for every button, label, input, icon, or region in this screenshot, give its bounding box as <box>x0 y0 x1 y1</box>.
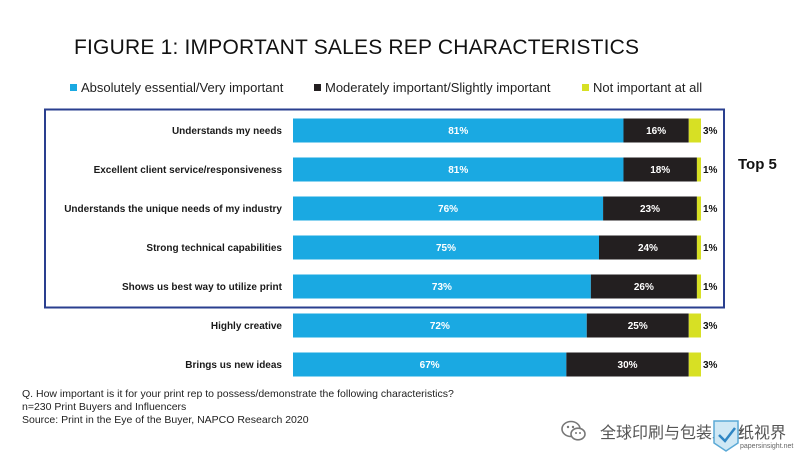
bar-moderate-6 <box>566 352 689 377</box>
bar-moderate-1 <box>623 157 697 182</box>
bar-not-important-0 <box>688 118 701 143</box>
value-label-essential-3: 75% <box>436 243 456 254</box>
category-label-4: Shows us best way to utilize print <box>122 282 283 293</box>
category-label-0: Understands my needs <box>172 126 282 137</box>
bar-not-important-2 <box>696 196 701 221</box>
legend-label-essential: Absolutely essential/Very important <box>81 80 284 95</box>
footer-sample: n=230 Print Buyers and Influencers <box>22 401 187 413</box>
bar-not-important-4 <box>696 274 701 299</box>
value-label-not-important-3: 1% <box>703 243 718 254</box>
bar-moderate-4 <box>590 274 697 299</box>
value-label-moderate-5: 25% <box>628 321 648 332</box>
category-label-2: Understands the unique needs of my indus… <box>64 204 282 215</box>
paper-insight-logo-icon <box>713 420 739 452</box>
value-label-moderate-4: 26% <box>634 282 654 293</box>
bar-not-important-5 <box>688 313 701 338</box>
value-label-essential-1: 81% <box>448 165 468 176</box>
category-label-5: Highly creative <box>211 321 283 332</box>
value-label-not-important-4: 1% <box>703 282 718 293</box>
value-label-moderate-2: 23% <box>640 204 660 215</box>
bar-essential-5 <box>293 313 587 338</box>
bar-moderate-5 <box>586 313 689 338</box>
chart-footer: Q. How important is it for your print re… <box>22 388 454 427</box>
value-label-essential-6: 67% <box>420 360 440 371</box>
value-label-essential-4: 73% <box>432 282 452 293</box>
legend-item-moderate: Moderately important/Slightly important <box>314 80 550 95</box>
value-label-essential-0: 81% <box>448 126 468 137</box>
legend-swatch-moderate <box>314 84 321 92</box>
category-label-6: Brings us new ideas <box>185 360 282 371</box>
bar-not-important-1 <box>696 157 701 182</box>
value-label-moderate-3: 24% <box>638 243 658 254</box>
legend-item-not-important: Not important at all <box>582 80 702 95</box>
value-label-moderate-1: 18% <box>650 165 670 176</box>
bar-essential-4 <box>293 274 591 299</box>
bar-moderate-3 <box>599 235 697 260</box>
legend-label-moderate: Moderately important/Slightly important <box>325 80 551 95</box>
bar-essential-0 <box>293 118 624 143</box>
bar-essential-1 <box>293 157 624 182</box>
watermark-account: 全球印刷与包装工业 <box>600 423 745 442</box>
bar-moderate-0 <box>623 118 689 143</box>
bar-essential-6 <box>293 352 567 377</box>
bar-not-important-6 <box>688 352 701 377</box>
chart-title: FIGURE 1: IMPORTANT SALES REP CHARACTERI… <box>74 36 640 59</box>
wechat-icon <box>561 420 586 441</box>
bar-moderate-2 <box>603 196 697 221</box>
bars-group: Understands my needs 81% 16% 3% Excellent cl… <box>64 118 718 377</box>
footer-question: Q. How important is it for your print re… <box>22 388 454 400</box>
bar-not-important-3 <box>696 235 701 260</box>
value-label-essential-5: 72% <box>430 321 450 332</box>
watermark-url: papersinsight.net <box>740 443 794 450</box>
legend-label-not-important: Not important at all <box>593 80 703 95</box>
footer-source: Source: Print in the Eye of the Buyer, N… <box>22 414 309 426</box>
value-label-not-important-0: 3% <box>703 126 718 137</box>
legend-swatch-essential <box>70 84 77 92</box>
value-label-essential-2: 76% <box>438 204 458 215</box>
value-label-moderate-6: 30% <box>618 360 638 371</box>
top5-highlight-box <box>44 108 725 309</box>
bar-essential-3 <box>293 235 599 260</box>
value-label-not-important-5: 3% <box>703 321 718 332</box>
watermark-logo-text: 纸视界 <box>738 423 787 442</box>
legend-swatch-not-important <box>582 84 589 92</box>
category-label-1: Excellent client service/responsiveness <box>94 165 283 176</box>
value-label-not-important-2: 1% <box>703 204 718 215</box>
category-label-3: Strong technical capabilities <box>146 243 282 254</box>
value-label-not-important-1: 1% <box>703 165 718 176</box>
value-label-moderate-0: 16% <box>646 126 666 137</box>
top5-label: Top 5 <box>738 156 777 173</box>
bar-essential-2 <box>293 196 604 221</box>
watermark: 全球印刷与包装工业 纸视界 papersinsight.net <box>560 415 800 457</box>
value-label-not-important-6: 3% <box>703 360 718 371</box>
legend-item-essential: Absolutely essential/Very important <box>70 80 283 95</box>
